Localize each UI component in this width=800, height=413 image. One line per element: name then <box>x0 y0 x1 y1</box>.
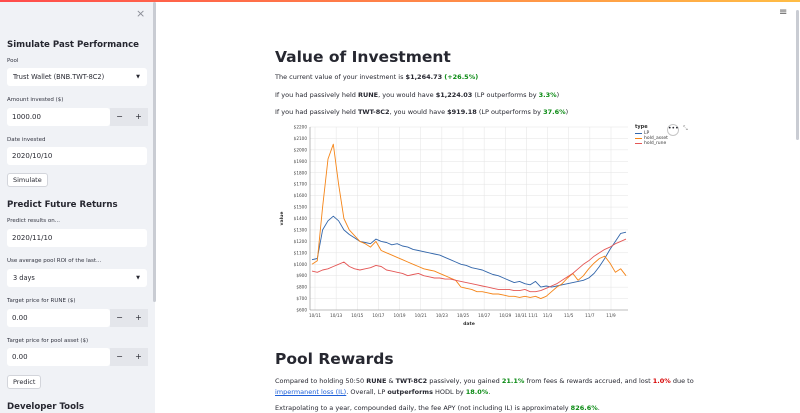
chevron-down-icon: ▼ <box>136 74 140 80</box>
y-tick-label: $1100 <box>294 250 308 255</box>
pool-rewards-heading: Pool Rewards <box>275 350 394 368</box>
chart-legend: type LP hold_asset hold_rune <box>635 124 668 146</box>
y-tick-label: $2200 <box>294 125 308 130</box>
amount-decrement-button[interactable]: − <box>110 108 129 126</box>
asset-target-label: Target price for pool asset ($) <box>7 338 89 344</box>
current-value-text: The current value of your investment is … <box>275 73 479 81</box>
y-tick-label: $1800 <box>294 170 308 175</box>
apy-text: Extrapolating to a year, compounded dail… <box>275 404 600 412</box>
x-tick-label: 10/19 <box>394 313 406 318</box>
x-tick-label: 10/23 <box>436 313 448 318</box>
main-scrollbar[interactable] <box>796 10 799 140</box>
x-tick-label: 11/3 <box>543 313 553 318</box>
x-tick-label: 10/21 <box>415 313 427 318</box>
legend-item-lp: LP <box>635 131 668 136</box>
y-tick-label: $1000 <box>294 262 308 267</box>
expand-icon[interactable]: ⤡ <box>683 125 688 132</box>
x-tick-label: 10/25 <box>457 313 469 318</box>
impermanent-loss-link[interactable]: impermanent loss (IL) <box>275 388 347 396</box>
asset-target-decrement-button[interactable]: − <box>110 348 129 366</box>
sidebar-scrollbar[interactable] <box>153 2 156 302</box>
x-axis-title: date <box>463 321 475 327</box>
asset-hold-text: If you had passively held TWT-8C2, you w… <box>275 108 569 116</box>
date-label: Date invested <box>7 137 46 143</box>
series-line-hold-rune <box>311 238 627 293</box>
x-tick-label: 10/17 <box>372 313 384 318</box>
rune-target-label: Target price for RUNE ($) <box>7 298 76 304</box>
y-tick-label: $1400 <box>294 216 308 221</box>
simulate-heading: Simulate Past Performance <box>7 40 140 50</box>
x-tick-label: 10/27 <box>478 313 490 318</box>
y-tick-label: $1300 <box>294 227 308 232</box>
outperform-text: impermanent loss (IL). Overall, LP outpe… <box>275 388 491 396</box>
avg-roi-label: Use average pool ROI of the last... <box>7 258 102 264</box>
predict-on-label: Predict results on... <box>7 218 60 224</box>
investment-heading: Value of Investment <box>275 48 451 66</box>
y-tick-label: $700 <box>296 296 307 301</box>
pool-label: Pool <box>7 58 19 64</box>
chart-actions-button[interactable]: ••• <box>667 124 679 136</box>
y-axis-title: value <box>279 211 285 225</box>
chevron-down-icon: ▼ <box>136 275 140 281</box>
predict-heading: Predict Future Returns <box>7 200 118 210</box>
predict-date-input[interactable]: 2020/11/10 <box>7 229 147 247</box>
y-tick-label: $1600 <box>294 193 308 198</box>
series-line-hold-asset <box>311 143 627 300</box>
rune-hold-text: If you had passively held RUNE, you woul… <box>275 91 560 99</box>
x-tick-label: 11/7 <box>585 313 595 318</box>
top-accent-bar <box>0 0 800 2</box>
y-tick-label: $1900 <box>294 159 308 164</box>
avg-roi-select-value: 3 days <box>13 274 35 282</box>
asset-target-input[interactable]: 0.00 <box>7 348 110 366</box>
x-tick-label: 10/13 <box>330 313 342 318</box>
y-tick-label: $1500 <box>294 205 308 210</box>
pool-select-value: Trust Wallet (BNB.TWT-8C2) <box>13 73 105 81</box>
rune-target-increment-button[interactable]: + <box>129 309 148 327</box>
x-tick-label: 10/15 <box>351 313 363 318</box>
developer-tools-heading: Developer Tools <box>7 402 85 412</box>
legend-title: type <box>635 124 648 130</box>
legend-item-hold-asset: hold_asset <box>635 136 668 141</box>
legend-item-hold-rune: hold_rune <box>635 141 668 146</box>
amount-increment-button[interactable]: + <box>129 108 148 126</box>
y-tick-label: $2100 <box>294 136 308 141</box>
amount-input[interactable]: 1000.00 <box>7 108 110 126</box>
investment-value-chart: $600 $700 $800 $900 $1000 $1100 $1200 $1300 $140… <box>279 125 628 327</box>
rune-target-decrement-button[interactable]: − <box>110 309 129 327</box>
x-tick-label: 11/9 <box>606 313 616 318</box>
pool-select[interactable]: Trust Wallet (BNB.TWT-8C2) ▼ <box>7 68 147 86</box>
avg-roi-select[interactable]: 3 days ▼ <box>7 269 147 287</box>
y-tick-label: $1200 <box>294 239 308 244</box>
x-tick-label: 10/31 11/1 <box>515 313 538 318</box>
sidebar: × Simulate Past Performance Pool Trust W… <box>0 2 155 413</box>
x-tick-label: 11/5 <box>564 313 574 318</box>
series-line-lp <box>311 215 627 288</box>
y-tick-label: $600 <box>296 308 307 313</box>
hamburger-menu-icon[interactable]: ≡ <box>779 7 788 18</box>
asset-target-increment-button[interactable]: + <box>129 348 148 366</box>
y-tick-label: $1700 <box>294 182 308 187</box>
close-sidebar-icon[interactable]: × <box>136 7 146 20</box>
fees-text: Compared to holding 50:50 RUNE & TWT-8C2… <box>275 377 694 385</box>
simulate-button[interactable]: Simulate <box>7 173 48 187</box>
y-tick-label: $900 <box>296 273 307 278</box>
rune-target-input[interactable]: 0.00 <box>7 309 110 327</box>
predict-button[interactable]: Predict <box>7 375 42 389</box>
x-tick-label: 10/29 <box>499 313 511 318</box>
x-tick-label: 10/11 <box>309 313 321 318</box>
y-tick-label: $800 <box>296 285 307 290</box>
amount-label: Amount invested ($) <box>7 97 64 103</box>
date-input[interactable]: 2020/10/10 <box>7 147 147 165</box>
y-tick-label: $2000 <box>294 147 308 152</box>
